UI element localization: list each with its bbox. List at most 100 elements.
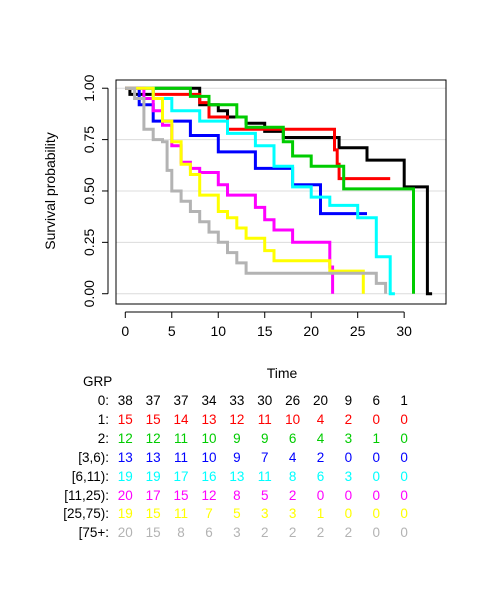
risk-cell: 10 xyxy=(201,430,217,446)
risk-cell: 0 xyxy=(372,506,381,522)
risk-cell: 7 xyxy=(260,449,269,465)
risk-cell: 0 xyxy=(400,468,408,484)
y-axis: 0.00 0.25 0.50 0.75 1.00 xyxy=(81,74,109,307)
risk-cell: 13 xyxy=(201,411,217,427)
y-tick-label: 0.50 xyxy=(81,177,97,204)
risk-cell: 37 xyxy=(173,393,189,408)
risk-cell: 19 xyxy=(145,468,161,484)
risk-cell: 0 xyxy=(400,449,408,465)
risk-cell: 15 xyxy=(173,487,189,503)
risk-cell: 20 xyxy=(117,525,133,541)
risk-cell: 12 xyxy=(229,411,245,427)
risk-row-label: [3,6): xyxy=(78,449,109,465)
risk-cell: 2 xyxy=(316,525,325,541)
risk-cell: 1 xyxy=(400,393,408,408)
plot-frame xyxy=(115,79,447,305)
risk-cell: 6 xyxy=(205,525,213,541)
risk-cell: 6 xyxy=(316,468,325,484)
risk-cell: 3 xyxy=(288,506,297,522)
survival-curves xyxy=(125,86,433,296)
risk-cell: 4 xyxy=(316,430,325,446)
series-line-[75+ xyxy=(125,86,388,294)
y-tick-label: 0.75 xyxy=(81,126,97,153)
x-tick-label: 5 xyxy=(168,323,176,339)
risk-cell: 14 xyxy=(173,411,189,427)
risk-cell: 6 xyxy=(372,393,381,408)
risk-cell: 9 xyxy=(233,430,241,446)
x-axis: 0 5 10 15 20 25 30 xyxy=(121,311,412,339)
risk-cell: 2 xyxy=(260,525,269,541)
risk-cell: 0 xyxy=(372,449,381,465)
risk-cell: 19 xyxy=(117,468,133,484)
risk-cell: 34 xyxy=(201,393,217,408)
risk-cell: 9 xyxy=(344,393,353,408)
y-axis-label: Survival probability xyxy=(42,132,58,250)
risk-cell: 3 xyxy=(260,506,269,522)
risk-cell: 11 xyxy=(257,468,272,484)
x-axis-label: Time xyxy=(267,365,298,381)
risk-cell: 9 xyxy=(233,449,241,465)
y-tick-label: 1.00 xyxy=(81,74,97,101)
x-tick-label: 0 xyxy=(121,323,129,339)
x-tick-label: 15 xyxy=(257,323,273,339)
series-line-[25,75) xyxy=(125,86,365,294)
series-line-2 xyxy=(125,86,415,294)
risk-cell: 10 xyxy=(285,411,301,427)
y-tick-label: 0.00 xyxy=(81,280,97,307)
risk-cell: 11 xyxy=(174,506,189,522)
risk-cell: 19 xyxy=(117,506,133,522)
x-tick-label: 25 xyxy=(350,323,366,339)
risk-cell: 0 xyxy=(400,487,408,503)
risk-cell: 8 xyxy=(288,468,297,484)
risk-cell: 6 xyxy=(288,430,297,446)
risk-cell: 11 xyxy=(174,430,189,446)
risk-cell: 12 xyxy=(201,487,217,503)
risk-cell: 2 xyxy=(288,525,297,541)
risk-cell: 0 xyxy=(316,487,325,503)
risk-cell: 0 xyxy=(400,430,408,446)
risk-cell: 3 xyxy=(344,430,353,446)
risk-cell: 0 xyxy=(372,468,381,484)
risk-row-label: [11,25): xyxy=(64,487,109,503)
risk-cell: 11 xyxy=(174,449,189,465)
risk-cell: 3 xyxy=(233,525,241,541)
risk-cell: 30 xyxy=(257,393,273,408)
risk-cell: 8 xyxy=(177,525,185,541)
risk-cell: 0 xyxy=(344,449,353,465)
series-line-[3,6) xyxy=(125,86,367,216)
x-tick-label: 30 xyxy=(396,323,412,339)
x-tick-label: 10 xyxy=(210,323,226,339)
series-line-[6,11) xyxy=(125,86,395,296)
risk-cell: 0 xyxy=(400,506,408,522)
x-tick-label: 20 xyxy=(303,323,319,339)
risk-row-label: 1: xyxy=(97,411,109,427)
risk-cell: 5 xyxy=(233,506,241,522)
risk-cell: 2 xyxy=(344,525,353,541)
risk-table-title: GRP xyxy=(83,374,113,389)
risk-cell: 0 xyxy=(400,411,408,427)
risk-row-label: [75+: xyxy=(78,525,109,541)
risk-cell: 5 xyxy=(260,487,269,503)
risk-cell: 13 xyxy=(145,449,161,465)
risk-cell: 11 xyxy=(257,411,272,427)
risk-cell: 15 xyxy=(145,506,161,522)
risk-row-label: 0: xyxy=(97,393,109,408)
risk-cell: 26 xyxy=(285,393,301,408)
risk-cell: 15 xyxy=(117,411,133,427)
risk-cell: 12 xyxy=(145,430,161,446)
risk-cell: 10 xyxy=(201,449,217,465)
risk-cell: 20 xyxy=(117,487,133,503)
risk-cell: 13 xyxy=(229,468,245,484)
risk-cell: 20 xyxy=(312,393,329,408)
risk-cell: 0 xyxy=(400,525,408,541)
risk-cell: 4 xyxy=(288,449,297,465)
risk-cell: 38 xyxy=(117,393,133,408)
risk-cell: 2 xyxy=(344,411,353,427)
risk-cell: 15 xyxy=(145,411,161,427)
risk-cell: 0 xyxy=(372,411,381,427)
risk-cell: 2 xyxy=(288,487,297,503)
risk-cell: 7 xyxy=(205,506,213,522)
risk-cell: 3 xyxy=(344,468,353,484)
